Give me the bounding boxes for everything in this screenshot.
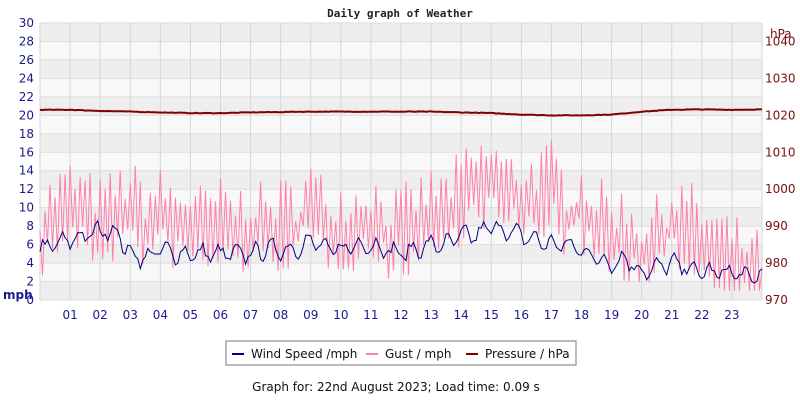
vertical-gridlines xyxy=(39,23,763,300)
right-tick-label: 1020 xyxy=(765,108,796,122)
legend: Wind Speed /mph Gust / mph Pressure / hPa xyxy=(225,340,577,366)
right-axis-unit: hPa xyxy=(770,27,792,41)
left-tick-label: 2 xyxy=(26,275,34,289)
x-tick-label: 03 xyxy=(123,308,138,322)
x-tick-label: 15 xyxy=(484,308,499,322)
left-tick-label: 22 xyxy=(19,90,34,104)
x-tick-label: 18 xyxy=(574,308,589,322)
wind-speed-series xyxy=(39,219,763,284)
legend-label: Wind Speed /mph xyxy=(251,347,357,361)
x-tick-label: 13 xyxy=(423,308,438,322)
left-tick-label: 18 xyxy=(19,127,34,141)
x-tick-label: 16 xyxy=(514,308,529,322)
x-tick-label: 08 xyxy=(273,308,288,322)
left-tick-label: 12 xyxy=(19,182,34,196)
left-tick-label: 0 xyxy=(26,293,34,307)
right-tick-label: 970 xyxy=(765,293,788,307)
right-tick-label: 1000 xyxy=(765,182,796,196)
x-tick-label: 05 xyxy=(183,308,198,322)
right-axis-ticks: 970 980 990 1000 1010 1020 1030 1040 xyxy=(765,34,796,307)
x-tick-label: 09 xyxy=(303,308,318,322)
left-axis-unit: mph xyxy=(3,288,33,302)
right-tick-label: 980 xyxy=(765,256,788,270)
x-tick-label: 20 xyxy=(634,308,649,322)
gust-series xyxy=(39,140,763,291)
x-tick-label: 22 xyxy=(694,308,709,322)
x-tick-label: 11 xyxy=(363,308,378,322)
right-tick-label: 1040 xyxy=(765,34,796,48)
right-tick-label: 1010 xyxy=(765,145,796,159)
x-tick-label: 07 xyxy=(243,308,258,322)
left-tick-label: 6 xyxy=(26,238,34,252)
x-tick-label: 14 xyxy=(454,308,469,322)
left-tick-label: 8 xyxy=(26,219,34,233)
legend-box xyxy=(225,340,577,366)
footer-text: Graph for: 22nd August 2023; Load time: … xyxy=(252,380,540,394)
legend-label: Pressure / hPa xyxy=(485,347,570,361)
x-tick-label: 06 xyxy=(213,308,228,322)
right-tick-label: 990 xyxy=(765,219,788,233)
x-tick-label: 10 xyxy=(333,308,348,322)
left-tick-label: 30 xyxy=(19,16,34,30)
left-tick-label: 10 xyxy=(19,201,34,215)
x-tick-label: 04 xyxy=(153,308,168,322)
pressure-series xyxy=(39,108,763,117)
x-tick-label: 12 xyxy=(393,308,408,322)
x-tick-label: 02 xyxy=(93,308,108,322)
x-axis-ticks: 01 02 03 04 05 06 07 08 09 10 11 12 13 14 15 16 17 18 19 20… xyxy=(62,308,739,322)
gust-line xyxy=(39,140,763,291)
left-tick-label: 16 xyxy=(19,145,34,159)
wind-speed-line xyxy=(39,219,763,284)
left-tick-label: 20 xyxy=(19,108,34,122)
chart-title: Daily graph of Weather xyxy=(327,7,473,20)
legend-label: Gust / mph xyxy=(385,347,451,361)
x-tick-label: 01 xyxy=(62,308,77,322)
x-tick-label: 23 xyxy=(724,308,739,322)
pressure-line xyxy=(39,108,763,117)
left-tick-label: 14 xyxy=(19,164,34,178)
x-tick-label: 21 xyxy=(664,308,679,322)
left-tick-label: 28 xyxy=(19,34,34,48)
x-tick-label: 19 xyxy=(604,308,619,322)
left-tick-label: 26 xyxy=(19,53,34,67)
left-tick-label: 24 xyxy=(19,71,34,85)
x-tick-label: 17 xyxy=(544,308,559,322)
left-tick-label: 4 xyxy=(26,256,34,270)
right-tick-label: 1030 xyxy=(765,71,796,85)
